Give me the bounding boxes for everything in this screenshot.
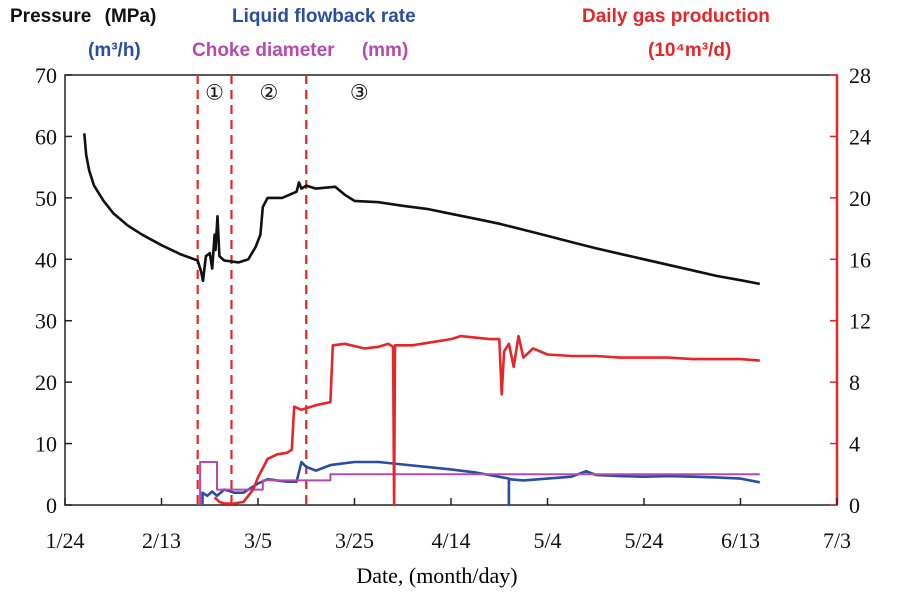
gas-unit: (10⁴m³/d) xyxy=(648,40,732,61)
flow-legend: Liquid flowback rate xyxy=(232,6,416,28)
plot-frame xyxy=(64,74,838,506)
right-tick-label: 12 xyxy=(849,309,871,334)
phase-label: ③ xyxy=(350,81,369,105)
left-tick-label: 40 xyxy=(35,247,57,272)
gas-legend: Daily gas production xyxy=(582,6,770,27)
phase-label: ② xyxy=(259,81,278,105)
left-tick-label: 60 xyxy=(35,124,57,149)
right-tick-label: 0 xyxy=(849,493,860,518)
left-tick-label: 30 xyxy=(35,309,57,334)
choke-legend: Choke diameter (mm) xyxy=(192,40,408,62)
left-tick-label: 10 xyxy=(35,432,57,457)
y-right-axis: 0 4 8 12 16 20 24 28 xyxy=(830,63,871,518)
right-tick-label: 4 xyxy=(849,432,860,457)
pressure-legend: Pressure (MPa) xyxy=(10,6,156,28)
left-tick-label: 70 xyxy=(35,63,57,88)
left-tick-label: 20 xyxy=(35,370,57,395)
right-tick-label: 28 xyxy=(849,63,871,88)
right-tick-label: 8 xyxy=(849,370,860,395)
series-line-daily-gas-production xyxy=(213,334,760,507)
x-tick-label: 5/4 xyxy=(533,528,561,553)
right-tick-label: 16 xyxy=(849,247,871,272)
right-tick-label: 20 xyxy=(849,186,871,211)
series-group xyxy=(83,133,761,507)
x-tick-label: 7/3 xyxy=(823,528,851,553)
x-tick-label: 5/24 xyxy=(624,528,663,553)
series-line-pressure xyxy=(83,133,761,286)
choke-label: Choke diameter xyxy=(192,40,335,61)
x-axis-label: Date, (month/day) xyxy=(356,563,517,588)
flow-unit: (m³/h) xyxy=(88,40,141,61)
x-tick-label: 3/5 xyxy=(244,528,272,553)
x-tick-label: 2/13 xyxy=(142,528,181,553)
left-tick-label: 50 xyxy=(35,186,57,211)
phase-label: ① xyxy=(205,81,224,105)
pressure-unit: (MPa) xyxy=(104,6,157,27)
flow-label: Liquid flowback rate xyxy=(232,6,416,27)
pressure-label: Pressure xyxy=(10,6,92,27)
x-axis: 1/24 2/13 3/5 3/25 4/14 5/4 5/24 6/13 7/3 xyxy=(45,498,851,553)
x-tick-label: 1/24 xyxy=(45,528,84,553)
y-left-axis: 0 10 20 30 40 50 60 70 xyxy=(35,63,72,518)
series-line-choke-diameter xyxy=(199,461,760,505)
right-tick-label: 24 xyxy=(849,124,871,149)
x-tick-label: 6/13 xyxy=(721,528,760,553)
series-line-liquid-flowback-rate xyxy=(201,460,761,507)
x-tick-label: 3/25 xyxy=(335,528,374,553)
x-tick-label: 4/14 xyxy=(431,528,470,553)
left-tick-label: 0 xyxy=(46,493,57,518)
phase-lines: ① ② ③ xyxy=(196,75,369,505)
choke-unit: (mm) xyxy=(361,40,409,61)
